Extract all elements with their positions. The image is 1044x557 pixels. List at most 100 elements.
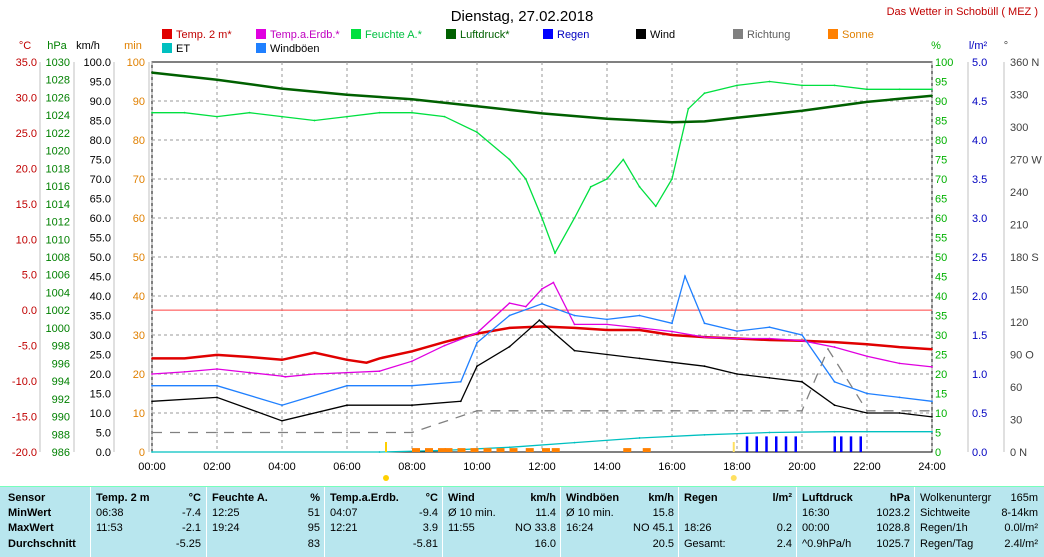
data-point — [866, 100, 868, 103]
rain-bar — [784, 436, 788, 452]
table-unit: l/m² — [772, 492, 792, 504]
table-row-label: MinWert — [8, 507, 52, 519]
legend-swatch — [446, 29, 456, 39]
axis-unit-label: ° — [1004, 40, 1008, 52]
axis-tick-label: 30 — [935, 330, 947, 342]
axis-tick-label: 1018 — [46, 163, 70, 175]
table-unit: km/h — [530, 492, 556, 504]
data-point — [833, 380, 836, 383]
data-point — [476, 105, 478, 108]
data-point — [313, 119, 316, 122]
data-point — [541, 288, 543, 290]
data-point — [931, 400, 933, 403]
x-tick-label: 08:00 — [398, 461, 426, 473]
data-point — [833, 84, 836, 87]
legend-label: Temp.a.Erdb.* — [270, 29, 340, 41]
data-point — [768, 339, 771, 341]
rain-bar — [765, 436, 768, 452]
axis-tick-label: 360 N — [1010, 57, 1039, 69]
data-point — [931, 366, 933, 368]
data-point — [801, 380, 803, 383]
axis-tick-label: 20.0 — [16, 163, 37, 175]
data-point — [736, 84, 738, 87]
axis-tick-label: 1006 — [46, 270, 70, 282]
sun-bar — [542, 448, 550, 452]
chart-legend: Temp. 2 m* Temp.a.Erdb.* Feuchte A.* Luftdr… — [162, 29, 874, 55]
data-point — [541, 112, 543, 115]
axis-tick-label: 90.0 — [90, 96, 111, 108]
axis-tick-label: 90 O — [1010, 350, 1034, 362]
axis-unit-label: min — [124, 40, 142, 52]
table-cell-value: NO 33.8 — [515, 522, 556, 534]
data-point — [378, 370, 381, 373]
data-point — [346, 371, 348, 374]
data-point — [768, 80, 771, 83]
axis-tick-label: 90 — [935, 96, 947, 108]
data-point — [313, 351, 316, 354]
data-point — [284, 375, 287, 378]
axis-tick-label: 2.5 — [972, 252, 987, 264]
axis-tick-label: 330 — [1010, 90, 1028, 102]
table-header: Wolkenuntergr — [920, 492, 992, 504]
data-point — [281, 375, 283, 378]
data-point — [281, 404, 283, 407]
x-tick-label: 20:00 — [788, 461, 816, 473]
data-point — [898, 396, 901, 399]
data-point — [508, 345, 511, 348]
rain-bar — [755, 436, 758, 452]
table-cell-value: 1023.2 — [876, 507, 910, 519]
table-unit: km/h — [648, 492, 674, 504]
table-cell-time: Sichtweite — [920, 507, 971, 519]
data-point — [606, 329, 608, 331]
data-point — [866, 343, 868, 346]
axis-tick-label: 996 — [52, 358, 70, 370]
series-line-luftdruck- — [151, 71, 933, 124]
axis-tick-label: 1002 — [46, 305, 70, 317]
data-point — [573, 349, 576, 352]
axis-tick-label: 3.5 — [972, 174, 987, 186]
data-point — [573, 314, 576, 317]
data-point — [687, 107, 690, 110]
data-point — [365, 361, 368, 364]
axis-tick-label: 0 — [935, 447, 941, 459]
x-tick-label: 24:00 — [918, 461, 946, 473]
data-point — [606, 323, 608, 326]
axis-tick-label: 30.0 — [90, 330, 111, 342]
x-tick-label: 04:00 — [268, 461, 296, 473]
data-point — [573, 441, 576, 444]
table-unit: hPa — [889, 492, 910, 504]
axis-tick-label: 10 — [935, 408, 947, 420]
sun-bar — [412, 448, 420, 452]
axis-unit-label: km/h — [76, 40, 100, 52]
axis-tick-label: 90 — [133, 96, 145, 108]
table-header: Temp. 2 m — [96, 492, 150, 504]
data-point — [573, 327, 576, 329]
axis-tick-label: 1008 — [46, 252, 70, 264]
axis-tick-label: 100 — [935, 57, 953, 69]
table-separator — [678, 487, 679, 557]
data-point — [736, 373, 738, 375]
axis-unit-label: hPa — [47, 40, 67, 52]
data-point — [606, 318, 608, 321]
table-header: Temp.a.Erdb. — [330, 492, 399, 504]
sun-event-dot — [730, 475, 737, 481]
data-point — [151, 431, 153, 434]
data-point — [508, 327, 511, 329]
axis-tick-label: 1.5 — [972, 330, 987, 342]
data-point — [898, 88, 901, 91]
rain-bar — [775, 436, 778, 452]
data-point — [573, 323, 576, 326]
legend-label: Windböen — [270, 43, 320, 55]
rain-bar — [833, 436, 836, 452]
sun-bar — [551, 448, 560, 452]
legend-label: Richtung — [747, 29, 790, 41]
table-cell-value: -7.4 — [182, 507, 201, 519]
table-header: Regen — [684, 492, 718, 504]
table-unit: 165m — [1010, 492, 1038, 504]
axis-tick-label: 990 — [52, 412, 70, 424]
axis-tick-label: 4.5 — [972, 96, 987, 108]
data-point — [768, 337, 771, 340]
data-point — [183, 370, 186, 373]
data-point — [524, 305, 527, 308]
axis-tick-label: 270 W — [1010, 155, 1042, 167]
